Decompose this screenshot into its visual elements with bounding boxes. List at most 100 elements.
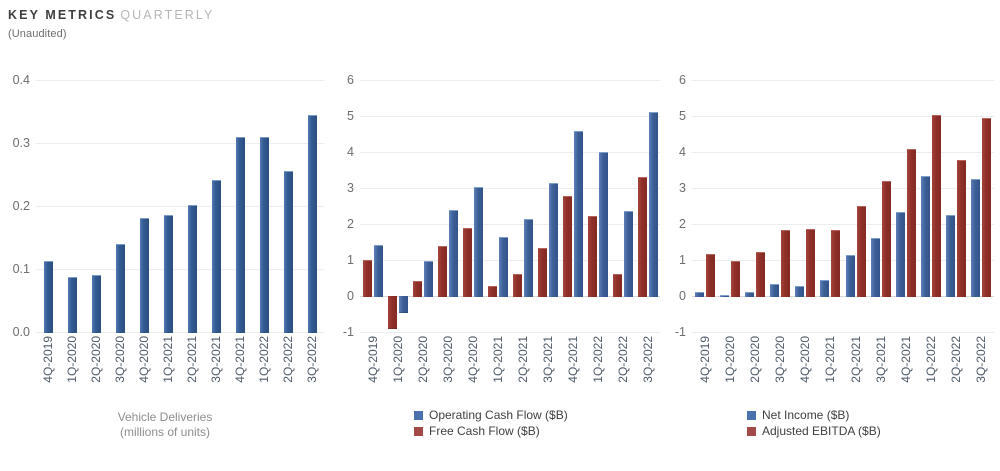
plot-area-income-ebitda: 6 5 4 3 2 1 0 -1 (664, 73, 1000, 339)
bar-group (410, 80, 435, 332)
bar-group (84, 80, 108, 333)
plot-area-cash-flow: 6 5 4 3 2 1 0 -1 (332, 73, 666, 339)
bar-group (252, 80, 276, 333)
y-axis-tick-label: 1 (347, 253, 354, 267)
bar (870, 237, 880, 297)
bar (235, 137, 245, 333)
bar (43, 261, 53, 333)
x-axis-tick-label: 4Q-2019 (41, 336, 55, 383)
x-axis-tick-label: 3Q-2021 (209, 336, 223, 383)
gridlines-income-ebitda (692, 80, 994, 333)
bar-group (132, 80, 156, 333)
x-axis-tick: 1Q-2021 (156, 336, 180, 406)
y-axis-tick-label: 0.4 (12, 73, 30, 87)
x-axis-tick-label: 1Q-2020 (722, 336, 737, 383)
bar (437, 245, 447, 297)
x-axis-tick: 4Q-2019 (360, 336, 385, 406)
gridline (36, 269, 324, 270)
bars-vehicle-deliveries (36, 80, 324, 333)
gridline (692, 224, 994, 225)
x-axis-tick: 4Q-2020 (793, 336, 818, 406)
x-axis-tick: 3Q-2020 (435, 336, 460, 406)
bar (548, 182, 558, 297)
y-axis-tick-label: -1 (674, 325, 686, 339)
bar (163, 215, 173, 333)
x-axis-tick: 2Q-2022 (944, 336, 969, 406)
bar (770, 284, 780, 297)
y-axis-tick-label: 5 (679, 109, 686, 123)
x-axis-tick-label: 2Q-2020 (415, 336, 430, 383)
bar-group (818, 80, 843, 332)
x-axis-tick-label: 1Q-2021 (490, 336, 505, 383)
x-axis-tick-label: 2Q-2021 (185, 336, 199, 383)
plot-area-vehicle-deliveries: 0.4 0.3 0.2 0.1 0.0 (0, 73, 330, 339)
x-axis-tick-label: 4Q-2019 (365, 336, 380, 383)
x-axis-tick: 2Q-2022 (276, 336, 300, 406)
legend-item: Operating Cash Flow ($B) (414, 408, 584, 422)
y-axis-tick-label: 6 (679, 73, 686, 87)
bar (537, 248, 547, 297)
x-axis-tick-label: 4Q-2020 (798, 336, 813, 383)
gridline (360, 80, 660, 81)
x-axis-tick-label: 2Q-2022 (615, 336, 630, 383)
page-subtitle: (Unaudited) (8, 28, 67, 40)
legend-label: Free Cash Flow ($B) (429, 424, 540, 438)
gridline (360, 296, 660, 297)
bar (139, 217, 149, 333)
bar-group (156, 80, 180, 333)
y-axis-tick-label: 6 (347, 73, 354, 87)
x-axis-tick-label: 2Q-2022 (281, 336, 295, 383)
x-axis-tick-label: 4Q-2020 (465, 336, 480, 383)
legend-income-ebitda: Net Income ($B) Adjusted EBITDA ($B) (664, 408, 1000, 440)
bar (498, 236, 508, 297)
x-axis-tick-label: 3Q-2021 (540, 336, 555, 383)
x-axis-tick: 2Q-2021 (510, 336, 535, 406)
x-axis-tick-label: 1Q-2022 (257, 336, 271, 383)
bar (845, 254, 855, 297)
gridline (692, 80, 994, 81)
gridline (36, 206, 324, 207)
x-axis-tick-label: 3Q-2022 (305, 336, 319, 383)
x-axis-tick-label: 4Q-2021 (233, 336, 247, 383)
gridline (692, 116, 994, 117)
bar (648, 112, 658, 297)
bar (705, 253, 715, 297)
gridlines-vehicle-deliveries (36, 80, 324, 333)
legend-item: Free Cash Flow ($B) (414, 424, 584, 438)
bar-group (276, 80, 300, 333)
legend-swatch (414, 410, 423, 420)
x-axis-vehicle-deliveries: 4Q-2019 1Q-2020 2Q-2020 3Q-2020 4Q-2020 1Q-20… (36, 336, 324, 406)
x-axis-tick: 3Q-2021 (204, 336, 228, 406)
bar-group (944, 80, 969, 332)
x-axis-tick-label: 3Q-2022 (974, 336, 989, 383)
x-axis-tick-label: 4Q-2021 (898, 336, 913, 383)
x-axis-tick: 1Q-2021 (485, 336, 510, 406)
gridline (692, 152, 994, 153)
legend-label: Adjusted EBITDA ($B) (762, 424, 881, 438)
y-axis-tick-label: 3 (679, 181, 686, 195)
bar-group (228, 80, 252, 333)
bar-group (969, 80, 994, 332)
bar-group (692, 80, 717, 332)
bar (211, 180, 221, 333)
chart-panel-cash-flow: 6 5 4 3 2 1 0 -1 4Q-2019 1Q-2020 2Q-2020 3Q-2020 4Q… (332, 73, 666, 460)
y-axis-tick-label: 4 (347, 145, 354, 159)
x-axis-tick-label: 4Q-2019 (697, 336, 712, 383)
bar-group (585, 80, 610, 332)
x-axis-tick-label: 1Q-2021 (161, 336, 175, 383)
gridline (692, 188, 994, 189)
bar-group (485, 80, 510, 332)
bar-group (510, 80, 535, 332)
title-primary: KEY METRICS (8, 8, 117, 22)
x-axis-tick-label: 2Q-2020 (747, 336, 762, 383)
chart-panel-vehicle-deliveries: 0.4 0.3 0.2 0.1 0.0 4Q-2019 1Q-2020 2Q-2020 3Q-… (0, 73, 330, 460)
y-axis-tick-label: 1 (679, 253, 686, 267)
gridline (360, 224, 660, 225)
y-axis-tick-label: 0.0 (12, 325, 30, 339)
x-axis-tick: 2Q-2021 (843, 336, 868, 406)
bar-group (893, 80, 918, 332)
x-axis-tick-label: 1Q-2022 (924, 336, 939, 383)
x-axis-tick-label: 1Q-2021 (823, 336, 838, 383)
x-axis-tick-label: 3Q-2020 (773, 336, 788, 383)
bar (67, 276, 77, 333)
